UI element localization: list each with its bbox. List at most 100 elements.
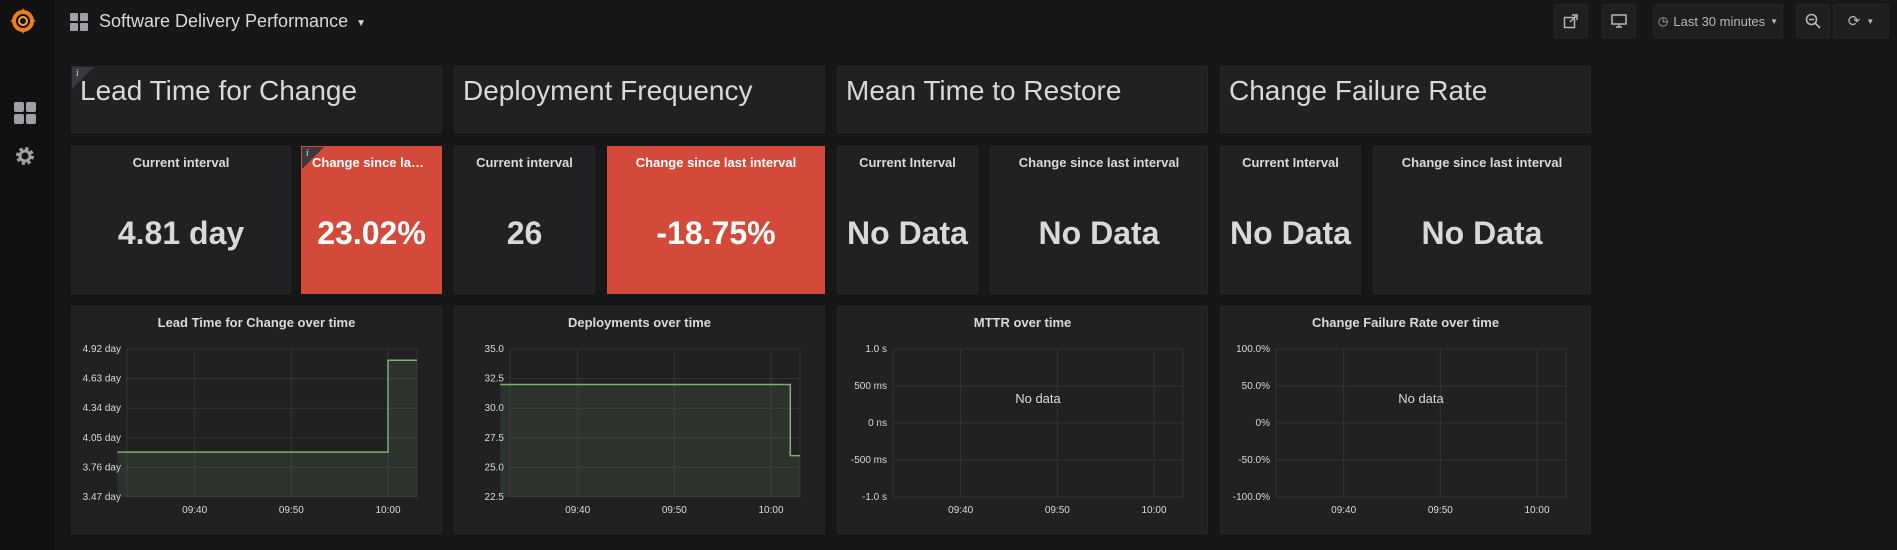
y-tick-label: 50.0% bbox=[1242, 381, 1270, 392]
series-line bbox=[117, 359, 417, 453]
series-area bbox=[117, 360, 418, 497]
x-tick-label: 10:00 bbox=[758, 505, 783, 516]
y-tick-label: 4.63 day bbox=[83, 374, 121, 385]
dashboard-title-text: Software Delivery Performance bbox=[99, 11, 349, 31]
dashboards-icon[interactable] bbox=[12, 100, 38, 126]
stat-label: Current interval bbox=[132, 155, 230, 170]
y-tick-label: 35.0 bbox=[485, 344, 505, 355]
graph-title: MTTR over time bbox=[973, 315, 1072, 330]
y-tick-label: -500 ms bbox=[851, 455, 887, 466]
x-tick-label: 09:50 bbox=[1428, 505, 1453, 516]
stat-value: 26 bbox=[506, 215, 543, 251]
y-tick-label: 3.47 day bbox=[83, 492, 121, 503]
stat-label: Current interval bbox=[476, 155, 573, 170]
caret-down-icon: ▼ bbox=[356, 18, 366, 29]
time-picker-button[interactable]: ◷ Last 30 minutes ▼ bbox=[1653, 4, 1783, 38]
graph-panel-lead-time: Lead Time for Change over time 4.92 day 4… bbox=[71, 306, 442, 534]
caret-down-icon: ▼ bbox=[1770, 16, 1779, 26]
stat-panel-mttr-current: Current Interval No Data bbox=[837, 146, 978, 294]
x-tick-label: 10:00 bbox=[1141, 505, 1166, 516]
section-title: Change Failure Rate bbox=[1229, 75, 1488, 106]
zoom-out-button[interactable] bbox=[1796, 4, 1830, 38]
stat-panel-deployments-current: Current interval 26 bbox=[454, 146, 595, 294]
y-tick-label: -1.0 s bbox=[862, 492, 887, 503]
gear-icon[interactable] bbox=[12, 143, 38, 169]
share-button[interactable] bbox=[1554, 4, 1588, 38]
stat-label: Change since last interval bbox=[312, 155, 441, 170]
stat-label: Change since last interval bbox=[1401, 155, 1563, 170]
stat-value: 23.02% bbox=[317, 215, 426, 251]
graph-title: Change Failure Rate over time bbox=[1311, 315, 1500, 330]
tv-mode-button[interactable] bbox=[1602, 4, 1636, 38]
x-tick-label: 09:40 bbox=[565, 505, 590, 516]
stat-label: Change since last interval bbox=[635, 155, 797, 170]
series-line bbox=[500, 383, 800, 457]
section-panel-mttr: Mean Time to Restore bbox=[837, 66, 1208, 133]
section-title: Mean Time to Restore bbox=[846, 75, 1122, 106]
x-tick-label: 09:50 bbox=[279, 505, 304, 516]
info-icon[interactable]: i bbox=[306, 149, 309, 159]
section-panel-deployment-frequency: Deployment Frequency bbox=[454, 66, 825, 133]
clock-icon: ◷ bbox=[1657, 14, 1669, 28]
y-tick-label: 30.0 bbox=[485, 403, 505, 414]
refresh-icon: ⟳ bbox=[1847, 13, 1861, 30]
no-data-label: No data bbox=[1398, 391, 1444, 406]
y-tick-label: 1.0 s bbox=[865, 344, 887, 355]
stat-panel-lead-time-current: Current interval 4.81 day bbox=[71, 146, 291, 294]
y-tick-label: 25.0 bbox=[485, 462, 505, 473]
graph-title: Deployments over time bbox=[567, 315, 712, 330]
section-title: Lead Time for Change bbox=[80, 75, 358, 106]
y-tick-label: 500 ms bbox=[854, 381, 887, 392]
y-tick-label: 4.92 day bbox=[83, 344, 121, 355]
section-panel-lead-time: i Lead Time for Change bbox=[71, 66, 442, 133]
time-range-label: Last 30 minutes bbox=[1673, 13, 1766, 29]
stat-value: 4.81 day bbox=[117, 215, 245, 251]
stat-label: Current Interval bbox=[1242, 155, 1339, 170]
y-tick-label: 0 ns bbox=[868, 418, 887, 429]
stat-value: No Data bbox=[1230, 215, 1351, 251]
grafana-logo-icon[interactable] bbox=[8, 6, 38, 36]
sidebar bbox=[0, 0, 54, 550]
refresh-button[interactable]: ⟳ ▼ bbox=[1833, 4, 1889, 38]
stat-panel-cfr-change: Change since last interval No Data bbox=[1373, 146, 1591, 294]
lead-time-chart: 4.92 day 4.63 day 4.34 day 4.05 day 3.76 day… bbox=[83, 344, 418, 516]
stat-panel-cfr-current: Current Interval No Data bbox=[1220, 146, 1361, 294]
y-tick-label: 100.0% bbox=[1236, 344, 1270, 355]
mttr-chart: 1.0 s 500 ms 0 ns -500 ms -1.0 s 09:40 09:50 10… bbox=[851, 344, 1184, 516]
y-tick-label: -50.0% bbox=[1238, 455, 1270, 466]
deployments-chart: 35.0 32.5 30.0 27.5 25.0 22.5 09:40 09:50 10:00 bbox=[485, 344, 801, 516]
graph-title: Lead Time for Change over time bbox=[157, 315, 356, 330]
x-tick-label: 09:40 bbox=[1331, 505, 1356, 516]
stat-panel-mttr-change: Change since last interval No Data bbox=[990, 146, 1208, 294]
y-tick-label: -100.0% bbox=[1233, 492, 1270, 503]
dashboard-grid-icon bbox=[70, 13, 88, 31]
x-tick-label: 09:40 bbox=[948, 505, 973, 516]
cfr-chart: 100.0% 50.0% 0% -50.0% -100.0% 09:40 09:50 10:0… bbox=[1233, 344, 1567, 516]
stat-value: No Data bbox=[1421, 215, 1543, 251]
graph-panel-deployments: Deployments over time 35.0 32.5 30.0 27.5 25… bbox=[454, 306, 825, 534]
stat-value: No Data bbox=[1038, 215, 1160, 251]
no-data-label: No data bbox=[1015, 391, 1061, 406]
dashboard-title[interactable]: Software Delivery Performance ▼ bbox=[99, 11, 366, 32]
zoom-out-icon bbox=[1805, 13, 1821, 29]
section-panel-change-failure-rate: Change Failure Rate bbox=[1220, 66, 1591, 133]
y-tick-label: 4.05 day bbox=[83, 433, 121, 444]
series-area bbox=[500, 384, 800, 497]
info-icon[interactable]: i bbox=[76, 69, 79, 79]
monitor-icon bbox=[1611, 14, 1627, 28]
section-title: Deployment Frequency bbox=[463, 75, 753, 106]
x-tick-label: 09:40 bbox=[182, 505, 207, 516]
graph-panel-cfr: Change Failure Rate over time 100.0% 50.0… bbox=[1220, 306, 1591, 534]
stat-panel-deployments-change: Change since last interval -18.75% bbox=[607, 146, 825, 294]
share-icon bbox=[1563, 14, 1578, 29]
y-tick-label: 3.76 day bbox=[83, 462, 121, 473]
stat-panel-lead-time-change: i Change since last interval 23.02% bbox=[301, 146, 442, 294]
x-tick-label: 10:00 bbox=[375, 505, 400, 516]
stat-label: Change since last interval bbox=[1018, 155, 1180, 170]
y-tick-label: 0% bbox=[1256, 418, 1271, 429]
y-tick-label: 27.5 bbox=[485, 433, 505, 444]
caret-down-icon: ▼ bbox=[1866, 16, 1875, 26]
x-tick-label: 09:50 bbox=[1045, 505, 1070, 516]
y-tick-label: 32.5 bbox=[485, 374, 505, 385]
stat-label: Current Interval bbox=[859, 155, 956, 170]
